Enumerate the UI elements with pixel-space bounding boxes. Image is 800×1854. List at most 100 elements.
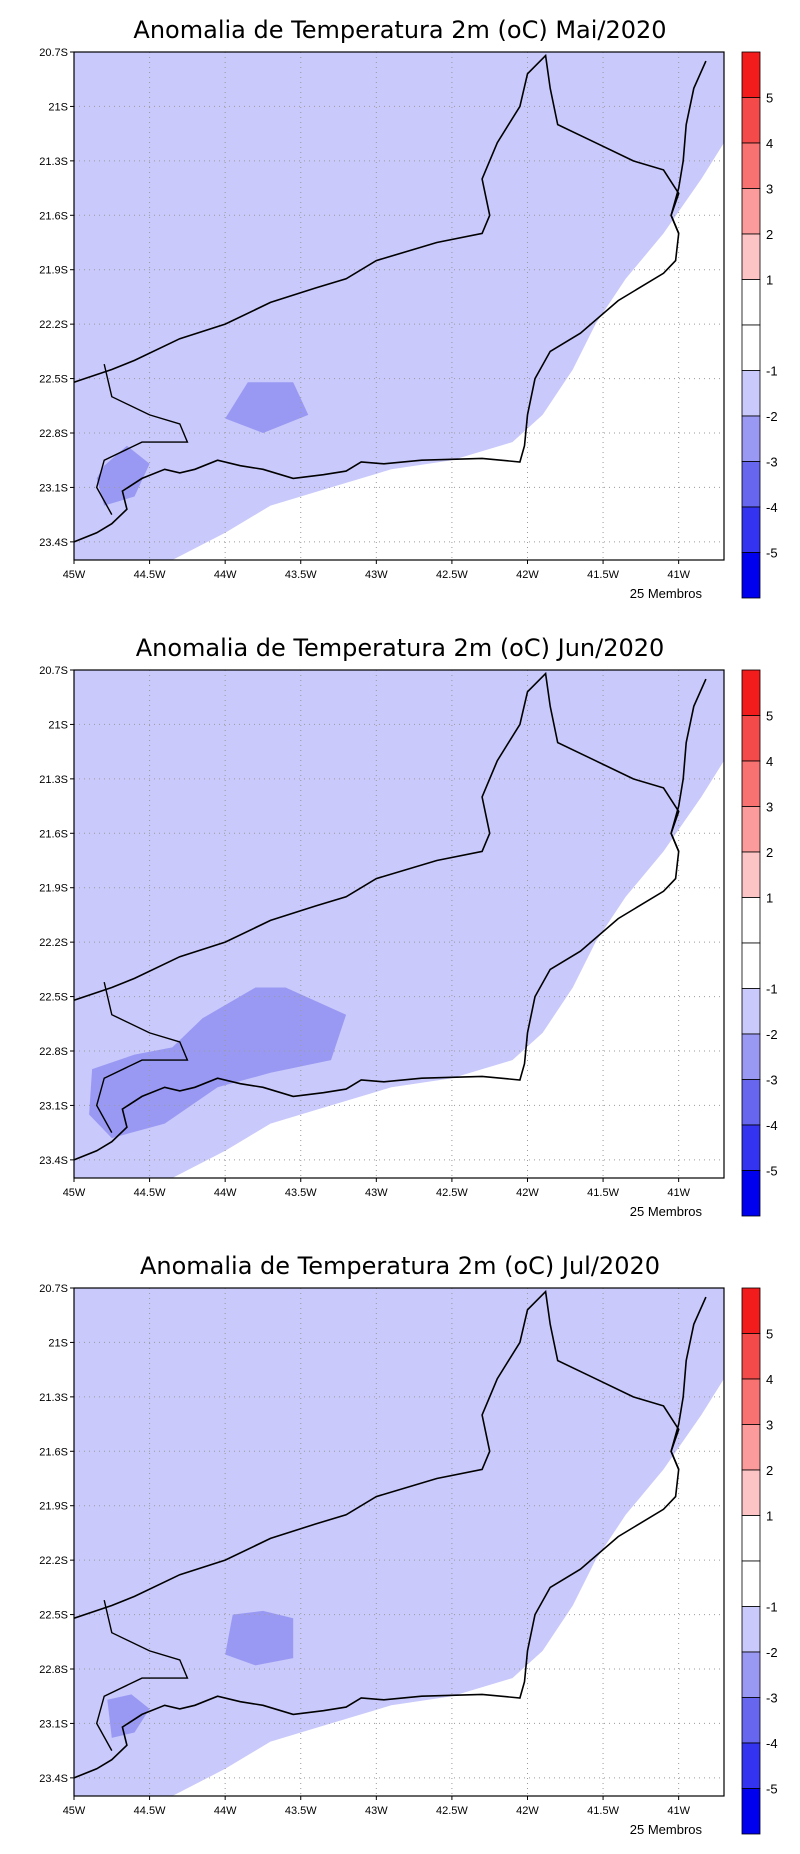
- members-label: 25 Membros: [630, 1204, 703, 1219]
- colorbar-label: 4: [766, 754, 773, 769]
- colorbar-label: -2: [766, 1645, 778, 1660]
- colorbar-segment: [741, 715, 761, 762]
- colorbar-label: 3: [766, 182, 773, 197]
- y-tick-label: 22.2S: [39, 1555, 68, 1567]
- colorbar-segment: [741, 51, 761, 98]
- colorbar-label: -2: [766, 409, 778, 424]
- x-tick-label: 41W: [667, 1187, 690, 1199]
- x-tick-label: 42W: [516, 569, 539, 581]
- x-tick-label: 42.5W: [436, 1187, 468, 1199]
- state-border: [74, 1289, 680, 1619]
- map-panel-july: Anomalia de Temperatura 2m (oC) Jul/2020…: [0, 1236, 800, 1854]
- colorbar-segment: [741, 1424, 761, 1471]
- x-tick-label: 45W: [63, 569, 86, 581]
- colorbar-label: -3: [766, 1691, 778, 1706]
- colorbar-segment: [741, 233, 761, 280]
- colorbar-label: 4: [766, 136, 773, 151]
- colorbar-segment: [741, 97, 761, 144]
- grid-lines: [74, 670, 724, 1178]
- anomaly-patch-minus2-to-minus3: [225, 1610, 294, 1666]
- x-tick-label: 43.5W: [285, 1187, 317, 1199]
- x-tick-label: 41.5W: [587, 1805, 619, 1817]
- colorbar-label: -3: [766, 1073, 778, 1088]
- colorbar-segment: [741, 1788, 761, 1835]
- x-tick-label: 41.5W: [587, 569, 619, 581]
- colorbar-label: -1: [766, 982, 778, 997]
- y-tick-label: 22.5S: [39, 374, 68, 386]
- x-tick-label: 43.5W: [285, 569, 317, 581]
- colorbar-segment: [741, 415, 761, 462]
- x-tick-label: 43W: [365, 569, 388, 581]
- anomaly-field-near-zero: [172, 760, 724, 1178]
- colorbar-segment: [741, 461, 761, 508]
- x-tick-label: 43.5W: [285, 1805, 317, 1817]
- colorbar-segment: [741, 552, 761, 599]
- x-tick-label: 44W: [214, 1805, 237, 1817]
- y-tick-label: 21.9S: [39, 265, 68, 277]
- y-tick-label: 22.8S: [39, 428, 68, 440]
- x-tick-label: 43W: [365, 1187, 388, 1199]
- state-border-west: [95, 1599, 189, 1751]
- state-border-west: [95, 363, 189, 515]
- colorbar-segment: [741, 1124, 761, 1171]
- colorbar-segment: [741, 1033, 761, 1080]
- colorbar-label: -4: [766, 1736, 778, 1751]
- colorbar-segment: [741, 1651, 761, 1698]
- colorbar-label: -3: [766, 455, 778, 470]
- colorbar-segment: [741, 370, 761, 417]
- anomaly-patch-minus2-to-minus3: [96, 445, 150, 506]
- anomaly-patch-minus2-to-minus3: [89, 987, 347, 1139]
- colorbar-label: 4: [766, 1372, 773, 1387]
- colorbar-segment: [741, 188, 761, 235]
- y-tick-label: 21.3S: [39, 156, 68, 168]
- colorbar-label: 2: [766, 227, 773, 242]
- y-tick-label: 21S: [48, 101, 68, 113]
- colorbar-segment: [741, 1697, 761, 1744]
- colorbar-label: 1: [766, 1509, 773, 1524]
- y-tick-label: 22.2S: [39, 937, 68, 949]
- colorbar-label: -5: [766, 1782, 778, 1797]
- members-label: 25 Membros: [630, 1822, 703, 1837]
- x-tick-label: 41W: [667, 1805, 690, 1817]
- y-tick-label: 21S: [48, 1337, 68, 1349]
- colorbar-label: 5: [766, 1327, 773, 1342]
- x-tick-label: 44.5W: [134, 569, 166, 581]
- colorbar-label: -4: [766, 1118, 778, 1133]
- colorbar-segment: [741, 1170, 761, 1217]
- map-panel-may: Anomalia de Temperatura 2m (oC) Mai/2020…: [0, 0, 800, 618]
- colorbar-segment: [741, 1560, 761, 1607]
- state-border: [74, 53, 680, 383]
- colorbar-segment: [741, 1515, 761, 1562]
- colorbar-segment: [741, 942, 761, 989]
- y-tick-label: 23.4S: [39, 537, 68, 549]
- colorbar-segment: [741, 806, 761, 853]
- y-tick-label: 23.1S: [39, 1100, 68, 1112]
- x-tick-label: 45W: [63, 1805, 86, 1817]
- state-border: [74, 671, 680, 1001]
- y-tick-label: 23.4S: [39, 1773, 68, 1785]
- colorbar-segment: [741, 1378, 761, 1425]
- colorbar-segment: [741, 1333, 761, 1380]
- members-label: 25 Membros: [630, 586, 703, 601]
- colorbar: 5 4 3 2 1 -1 -2 -3 -4 -5: [741, 51, 778, 599]
- colorbar-segment: [741, 760, 761, 807]
- anomaly-field-near-zero: [172, 1378, 724, 1796]
- x-tick-label: 44W: [214, 569, 237, 581]
- grid-lines: [74, 52, 724, 560]
- y-tick-label: 21.6S: [39, 1446, 68, 1458]
- colorbar-label: -4: [766, 500, 778, 515]
- y-tick-label: 23.4S: [39, 1155, 68, 1167]
- colorbar-segment: [741, 1287, 761, 1334]
- colorbar-label: -1: [766, 364, 778, 379]
- state-border-west: [95, 981, 189, 1133]
- colorbar: 5 4 3 2 1 -1 -2 -3 -4 -5: [741, 1287, 778, 1835]
- map-panel-june: Anomalia de Temperatura 2m (oC) Jun/2020…: [0, 618, 800, 1236]
- colorbar-segment: [741, 279, 761, 326]
- colorbar-segment: [741, 1079, 761, 1126]
- x-tick-label: 42.5W: [436, 1805, 468, 1817]
- y-tick-label: 21.9S: [39, 1501, 68, 1513]
- anomaly-patch-minus2-to-minus3: [107, 1694, 150, 1738]
- y-tick-label: 20.7S: [39, 1283, 68, 1295]
- x-tick-label: 42.5W: [436, 569, 468, 581]
- colorbar-label: 5: [766, 709, 773, 724]
